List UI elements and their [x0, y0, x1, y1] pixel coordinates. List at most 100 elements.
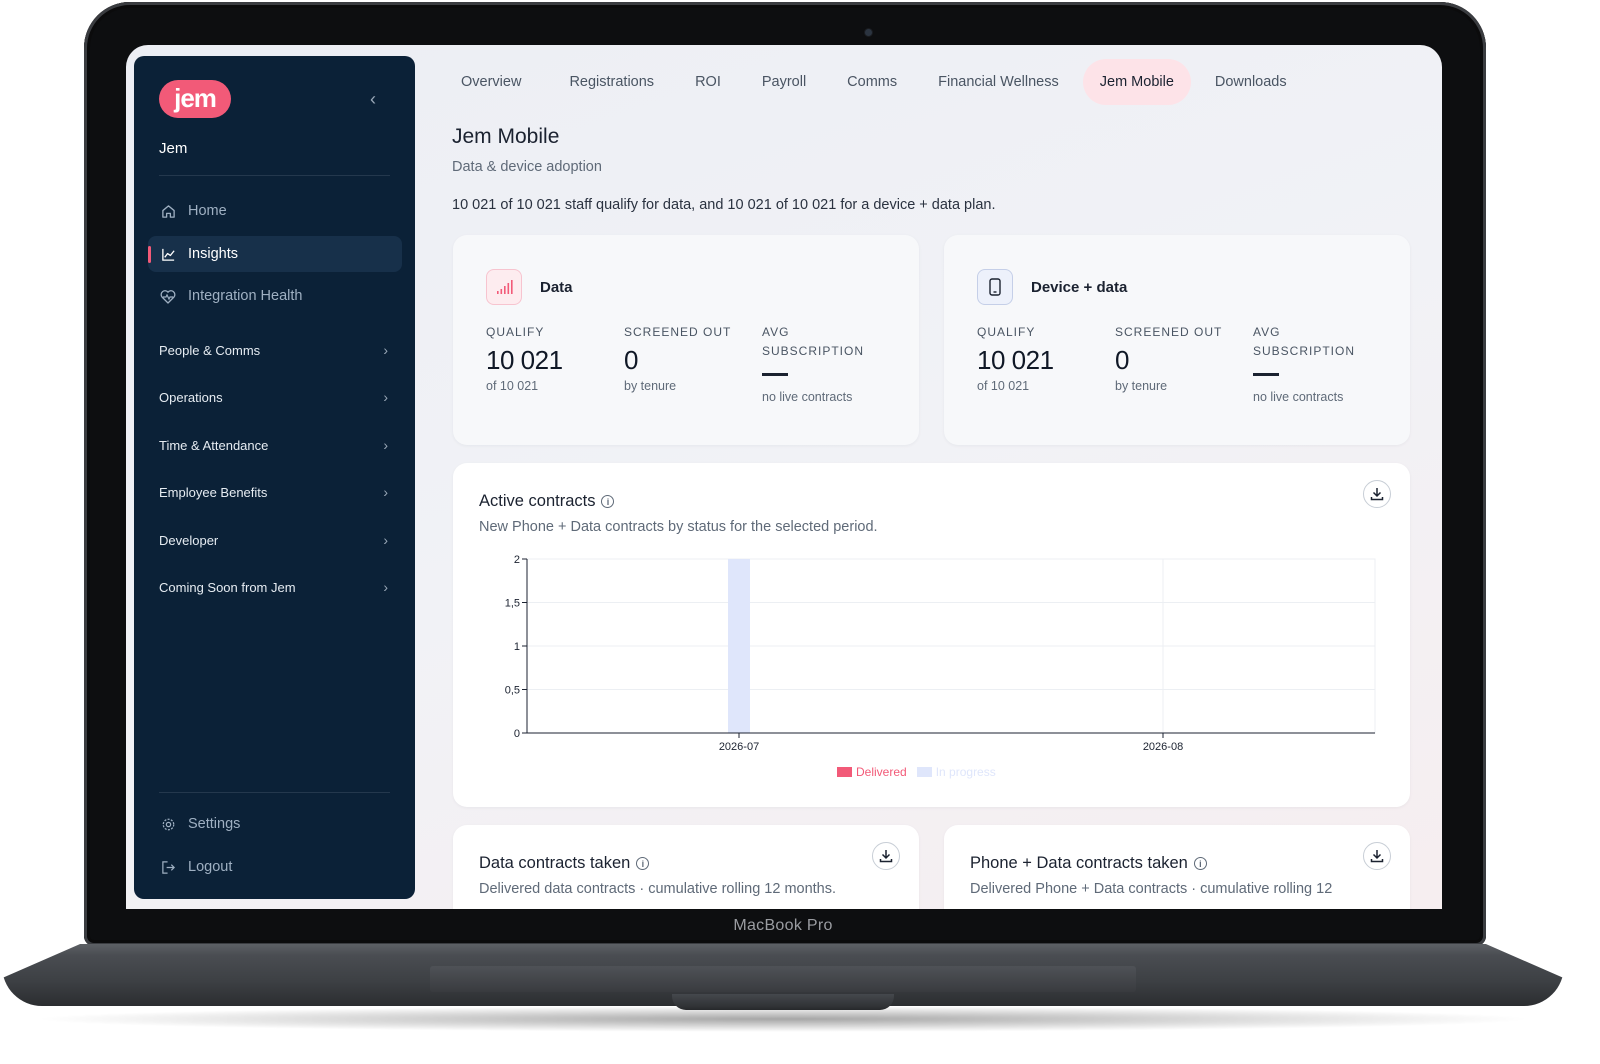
sidebar-group-employee-benefits[interactable]: Employee Benefits ›: [159, 478, 390, 506]
sidebar-item-label: Insights: [188, 246, 238, 262]
info-icon[interactable]: i: [636, 857, 650, 870]
legend-label: Delivered: [856, 765, 907, 779]
data-contracts-subtitle: Delivered data contracts · cumulative ro…: [479, 881, 837, 897]
device-brand-label: MacBook Pro: [733, 917, 833, 934]
legend-item-in-progress[interactable]: In progress: [916, 765, 996, 779]
kpi-card-title: Data: [540, 279, 573, 296]
sidebar-item-label: Home: [188, 203, 227, 219]
chevron-right-icon: ›: [383, 389, 388, 405]
sidebar-group-label: Operations: [159, 389, 223, 405]
legend-label: In progress: [935, 765, 996, 779]
tab-overview[interactable]: Overview: [461, 74, 522, 90]
camera-dot: [865, 29, 872, 36]
tab-comms[interactable]: Comms: [847, 74, 898, 90]
kpi-label: AVG SUBSCRIPTION: [762, 325, 865, 358]
section-title-text: Active contracts: [479, 492, 596, 510]
data-contracts-taken-card: Data contracts taken i Delivered data co…: [453, 825, 919, 909]
kpi-sub: no live contracts: [762, 390, 853, 404]
tab-downloads[interactable]: Downloads: [1214, 74, 1287, 90]
chevron-right-icon: ›: [383, 532, 388, 548]
sidebar-group-coming-soon[interactable]: Coming Soon from Jem ›: [159, 573, 390, 601]
sidebar-item-insights[interactable]: Insights: [148, 236, 402, 272]
kpi-sub: of 10 021: [977, 379, 1030, 393]
sidebar-group-people-comms[interactable]: People & Comms ›: [159, 336, 390, 364]
download-icon: [1370, 850, 1384, 863]
signal-bars-icon: [486, 269, 522, 305]
info-icon[interactable]: i: [1193, 857, 1207, 870]
kpi-label: SCREENED OUT: [1115, 325, 1223, 339]
chart-legend: Delivered In progress: [837, 765, 1006, 779]
chevron-right-icon: ›: [383, 579, 388, 595]
phone-data-contracts-taken-card: Phone + Data contracts taken i Delivered…: [944, 825, 1410, 909]
tab-roi[interactable]: ROI: [695, 74, 721, 90]
chevron-right-icon: ›: [383, 437, 388, 453]
kpi-screened-out: SCREENED OUT 0 by tenure: [1115, 323, 1240, 393]
kpi-avg-subscription: AVG SUBSCRIPTION no live contracts: [762, 323, 887, 404]
download-button[interactable]: [872, 842, 900, 870]
legend-item-delivered[interactable]: Delivered: [837, 765, 907, 779]
sidebar-group-label: Coming Soon from Jem: [159, 579, 296, 595]
hinge-notch: [672, 994, 894, 1010]
active-contracts-chart: 0 0,5 1 1,5 2 2026-07 2026-08: [505, 554, 1376, 753]
sidebar-group-time-attendance[interactable]: Time & Attendance ›: [159, 431, 390, 459]
active-contracts-card: Active contracts i New Phone + Data cont…: [453, 463, 1410, 807]
sidebar-item-label: Settings: [188, 816, 241, 832]
active-contracts-subtitle: New Phone + Data contracts by status for…: [479, 519, 878, 535]
app-screen: jem ‹ Jem Home Insights Integration Heal…: [126, 45, 1442, 909]
sidebar-item-home[interactable]: Home: [148, 193, 402, 229]
bar-in-progress: [728, 559, 750, 733]
sidebar: jem ‹ Jem Home Insights Integration Heal…: [134, 56, 415, 899]
sidebar-group-label: Employee Benefits: [159, 484, 268, 500]
tab-financial-wellness[interactable]: Financial Wellness: [938, 74, 1059, 90]
kpi-sub: of 10 021: [486, 379, 539, 393]
line-chart-icon: [159, 245, 177, 263]
y-tick-label: 2: [514, 554, 520, 566]
section-tabs: Overview Registrations ROI Payroll Comms…: [444, 59, 1410, 105]
phone-data-contracts-subtitle: Delivered Phone + Data contracts · cumul…: [970, 881, 1333, 897]
y-tick-label: 1,5: [505, 598, 520, 610]
data-contracts-title: Data contracts taken i: [479, 854, 650, 873]
heart-pulse-icon: [159, 287, 177, 305]
tab-payroll[interactable]: Payroll: [761, 74, 807, 90]
kpi-label: QUALIFY: [977, 325, 1036, 339]
kpi-value: 10 021: [977, 345, 1054, 375]
kpi-empty-dash: [762, 373, 788, 376]
download-button[interactable]: [1363, 842, 1391, 870]
y-tick-label: 1: [514, 641, 520, 653]
tab-jem-mobile[interactable]: Jem Mobile: [1082, 59, 1191, 105]
info-icon[interactable]: i: [601, 495, 615, 508]
gear-icon: [159, 815, 177, 833]
chevron-right-icon: ›: [383, 342, 388, 358]
y-tick-label: 0: [514, 728, 520, 740]
kpi-qualify: QUALIFY 10 021 of 10 021: [977, 323, 1102, 393]
sidebar-item-integration-health[interactable]: Integration Health: [148, 278, 402, 314]
download-button[interactable]: [1363, 480, 1391, 508]
tab-registrations[interactable]: Registrations: [569, 74, 655, 90]
active-contracts-title: Active contracts i: [479, 492, 615, 511]
kpi-card-data: Data QUALIFY 10 021 of 10 021 SCREENED O…: [453, 235, 919, 445]
qualify-summary: 10 021 of 10 021 staff qualify for data,…: [452, 197, 996, 213]
page-title: Jem Mobile: [452, 125, 560, 148]
sidebar-item-settings[interactable]: Settings: [148, 806, 402, 842]
sidebar-group-label: Time & Attendance: [159, 437, 269, 453]
kpi-card-device-data: Device + data QUALIFY 10 021 of 10 021 S…: [944, 235, 1410, 445]
page-subtitle: Data & device adoption: [452, 159, 602, 175]
sidebar-group-developer[interactable]: Developer ›: [159, 526, 390, 554]
kpi-value: 10 021: [486, 345, 563, 375]
sidebar-item-label: Logout: [188, 859, 233, 875]
kpi-sub: no live contracts: [1253, 390, 1344, 404]
kpi-empty-dash: [1253, 373, 1279, 376]
phone-icon: [977, 269, 1013, 305]
kpi-screened-out: SCREENED OUT 0 by tenure: [624, 323, 749, 393]
jem-logo[interactable]: jem: [159, 80, 231, 118]
collapse-sidebar-button[interactable]: ‹: [362, 86, 384, 112]
sidebar-footer-divider: [159, 792, 390, 793]
sidebar-group-operations[interactable]: Operations ›: [159, 383, 390, 411]
kpi-sub: by tenure: [1115, 379, 1168, 393]
sidebar-item-logout[interactable]: Logout: [148, 849, 402, 885]
kpi-label: QUALIFY: [486, 325, 545, 339]
x-tick-label: 2026-07: [719, 741, 759, 753]
kpi-qualify: QUALIFY 10 021 of 10 021: [486, 323, 611, 393]
kpi-value: 0: [1115, 345, 1129, 375]
kpi-card-title: Device + data: [1031, 279, 1128, 296]
